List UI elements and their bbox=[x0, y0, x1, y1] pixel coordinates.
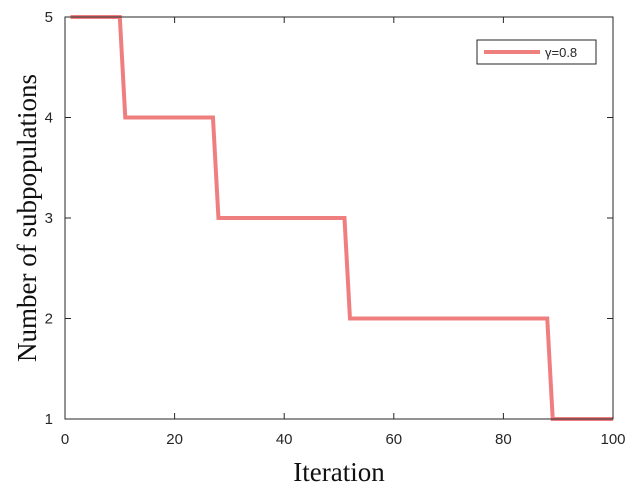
x-tick-label: 60 bbox=[385, 431, 402, 448]
x-tick-label: 40 bbox=[276, 431, 293, 448]
x-tick-label: 0 bbox=[61, 431, 69, 448]
ticks-layer bbox=[64, 16, 614, 420]
legend-label: γ=0.8 bbox=[545, 45, 577, 60]
y-axis-title: Number of subpopulations bbox=[12, 74, 42, 362]
series-line bbox=[70, 15, 613, 421]
legend: γ=0.8 bbox=[476, 39, 597, 65]
series-layer bbox=[70, 15, 613, 421]
x-axis-title: Iteration bbox=[293, 457, 385, 487]
tick-labels-layer: 0 20 40 60 80 100 1 2 3 4 5 bbox=[45, 9, 626, 448]
y-tick-label: 3 bbox=[45, 210, 53, 227]
x-tick-label: 20 bbox=[166, 431, 183, 448]
y-tick-label: 2 bbox=[45, 311, 53, 328]
x-tick-label: 80 bbox=[495, 431, 512, 448]
y-tick-label: 5 bbox=[45, 9, 53, 26]
y-tick-label: 1 bbox=[45, 411, 53, 428]
y-tick-label: 4 bbox=[45, 110, 53, 127]
x-tick-label: 100 bbox=[600, 431, 625, 448]
